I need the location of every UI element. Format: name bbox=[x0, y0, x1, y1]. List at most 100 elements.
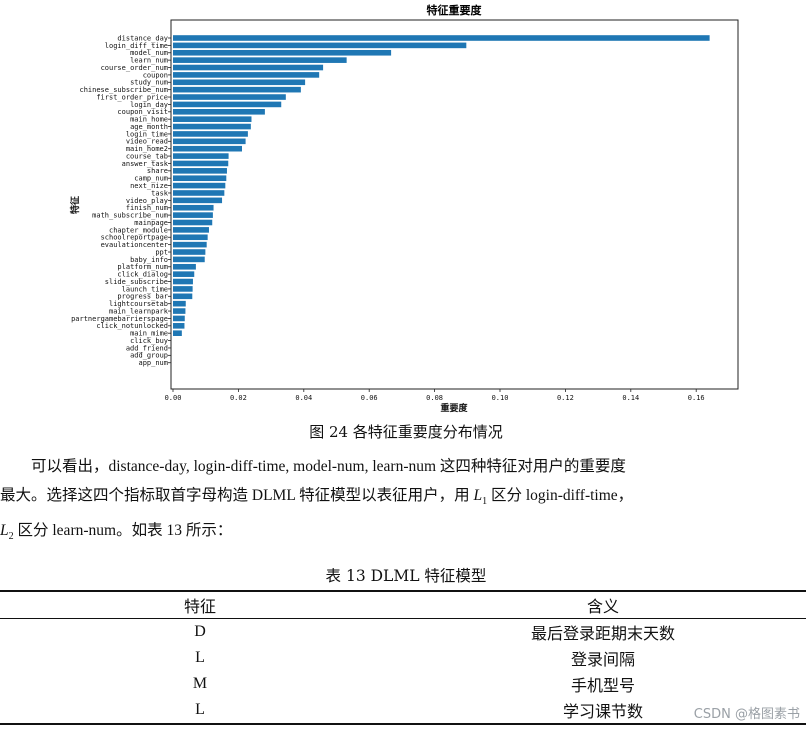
bar-share bbox=[173, 168, 227, 174]
x-tick-label: 0.00 bbox=[165, 394, 182, 402]
bar-login-diff-time bbox=[173, 42, 467, 49]
table-row: L 学习课节数 bbox=[0, 697, 806, 724]
bar-baby-info bbox=[173, 256, 205, 263]
y-tick-label: coupon bbox=[143, 71, 168, 79]
paragraph-line-1: 可以看出，distance-day, login-diff-time, mode… bbox=[31, 458, 626, 475]
y-axis-label: 特征 bbox=[69, 196, 81, 214]
y-tick-label: model_num bbox=[130, 49, 168, 57]
bar-learn-num bbox=[173, 57, 347, 63]
table-title: 表 13 DLML 特征模型 bbox=[325, 567, 487, 585]
y-tick-label: math_subscribe_num bbox=[92, 212, 168, 220]
bar-first-order-price bbox=[173, 94, 286, 100]
bar-login-time bbox=[173, 131, 248, 137]
header-meaning: 含义 bbox=[586, 599, 619, 616]
paragraph-line-2-text-b: 区分 login-diff-time， bbox=[487, 487, 634, 504]
bar-evaulationcenter bbox=[173, 241, 207, 248]
cell-meaning: 学习课节数 bbox=[562, 704, 643, 721]
bar-progress-bar bbox=[173, 293, 193, 300]
x-tick-label: 0.10 bbox=[492, 394, 509, 402]
bar-camp-num bbox=[173, 175, 227, 182]
math-L1-subscript: 1 bbox=[482, 496, 488, 508]
x-tick-label: 0.02 bbox=[230, 394, 247, 402]
y-tick-label: study_num bbox=[130, 79, 168, 87]
paragraph-line-3-text: 区分 learn-num。如表 13 所示： bbox=[13, 522, 233, 540]
y-tick-label: ppt bbox=[155, 248, 168, 256]
cell-feature: M bbox=[192, 675, 208, 692]
bar-group bbox=[173, 35, 710, 336]
dlml-table: 特征 含义 D 最后登录距期末天数 L 登录间隔 M 手机型号 L 学习课节数 bbox=[0, 590, 806, 725]
bar-video-play bbox=[173, 197, 223, 204]
bar-click-dialog bbox=[173, 271, 195, 277]
body-paragraph: 可以看出，distance-day, login-diff-time, mode… bbox=[0, 452, 806, 551]
bar-study-num bbox=[173, 79, 306, 86]
bar-course-tab bbox=[173, 153, 229, 159]
bar-video-read bbox=[173, 138, 246, 145]
y-tick-label: age_month bbox=[130, 123, 168, 131]
bar-platform-num bbox=[173, 263, 196, 270]
bar-task bbox=[173, 190, 225, 196]
y-tick-label: distance_day bbox=[117, 34, 168, 42]
x-tick-label: 0.08 bbox=[426, 394, 443, 402]
bar-answer-task bbox=[173, 160, 229, 167]
y-tick-label: baby_info bbox=[130, 256, 168, 264]
y-tick-label: click_buy bbox=[130, 337, 168, 345]
y-tick-label: task bbox=[151, 189, 169, 197]
y-tick-label: partnergamebarrierspage bbox=[71, 315, 168, 323]
feature-importance-chart: 特征重要度 distance_daylogin_diff_timemodel_n… bbox=[69, 3, 739, 414]
plot-frame bbox=[170, 19, 739, 390]
bar-launch-time bbox=[173, 286, 193, 292]
y-tick-label: answer_task bbox=[122, 160, 169, 168]
y-tick-label: add_friend bbox=[126, 344, 168, 352]
x-tick-label: 0.12 bbox=[557, 394, 574, 402]
y-tick-label: chapter_module bbox=[109, 226, 168, 234]
chart-title: 特征重要度 bbox=[427, 3, 483, 17]
bar-chapter-module bbox=[173, 227, 209, 233]
watermark: CSDN @格图素书 bbox=[693, 707, 800, 722]
y-tick-label: schoolreportpage bbox=[101, 234, 168, 242]
table-row: L 登录间隔 bbox=[0, 645, 806, 671]
y-tick-label: slide_subscribe bbox=[105, 278, 168, 286]
math-L2-subscript: 2 bbox=[8, 531, 14, 543]
bar-slide-subscribe bbox=[173, 278, 193, 285]
figure-caption: 图 24 各特征重要度分布情况 bbox=[309, 423, 503, 441]
cell-meaning: 最后登录距期末天数 bbox=[530, 626, 675, 643]
y-tick-labels: distance_daylogin_diff_timemodel_numlear… bbox=[71, 34, 171, 367]
y-tick-label: next_nize bbox=[130, 182, 168, 190]
bar-chinese-subscribe-num bbox=[173, 86, 301, 93]
x-axis-label: 重要度 bbox=[440, 402, 468, 414]
y-tick-label: main_home bbox=[130, 116, 168, 124]
y-tick-label: video_play bbox=[126, 197, 168, 205]
y-tick-label: main_home2 bbox=[126, 145, 168, 153]
y-tick-label: progress_bar bbox=[117, 293, 168, 301]
math-L2-letter: L bbox=[0, 522, 9, 540]
y-tick-label: app_num bbox=[138, 359, 168, 367]
table-row: M 手机型号 bbox=[0, 671, 806, 697]
y-tick-label: click_notunlocked bbox=[96, 322, 168, 330]
bar-main-learnpark bbox=[173, 308, 186, 314]
bar-login-day bbox=[173, 101, 282, 108]
bar-ppt bbox=[173, 249, 206, 255]
y-tick-label: chinese_subscribe_num bbox=[79, 86, 168, 94]
bar-math-subscribe-num bbox=[173, 212, 213, 218]
y-tick-label: mainpage bbox=[134, 219, 168, 227]
x-tick-label: 0.16 bbox=[688, 394, 705, 402]
y-tick-label: launch_time bbox=[122, 285, 168, 293]
bar-click-notunlocked bbox=[173, 323, 185, 329]
cell-meaning: 手机型号 bbox=[570, 678, 635, 695]
math-L2: L2 bbox=[0, 522, 14, 543]
bar-next-nize bbox=[173, 182, 226, 189]
y-tick-label: click_dialog bbox=[117, 271, 168, 279]
y-tick-label: lightcoursetab bbox=[109, 300, 168, 308]
math-L1-letter: L bbox=[473, 487, 483, 504]
bar-main-home2 bbox=[173, 145, 242, 152]
y-tick-label: course_tab bbox=[126, 152, 168, 160]
bar-schoolreportpage bbox=[173, 234, 208, 241]
y-tick-label: coupon_visit bbox=[117, 108, 168, 116]
cell-feature: L bbox=[195, 649, 205, 666]
bar-course-order-num bbox=[173, 64, 324, 71]
paragraph-line-3: L2 区分 learn-num。如表 13 所示： bbox=[0, 516, 806, 551]
bar-finish-num bbox=[173, 204, 214, 211]
y-tick-label: first_order_price bbox=[96, 93, 168, 101]
bar-main-home bbox=[173, 116, 252, 122]
bar-coupon bbox=[173, 72, 320, 78]
